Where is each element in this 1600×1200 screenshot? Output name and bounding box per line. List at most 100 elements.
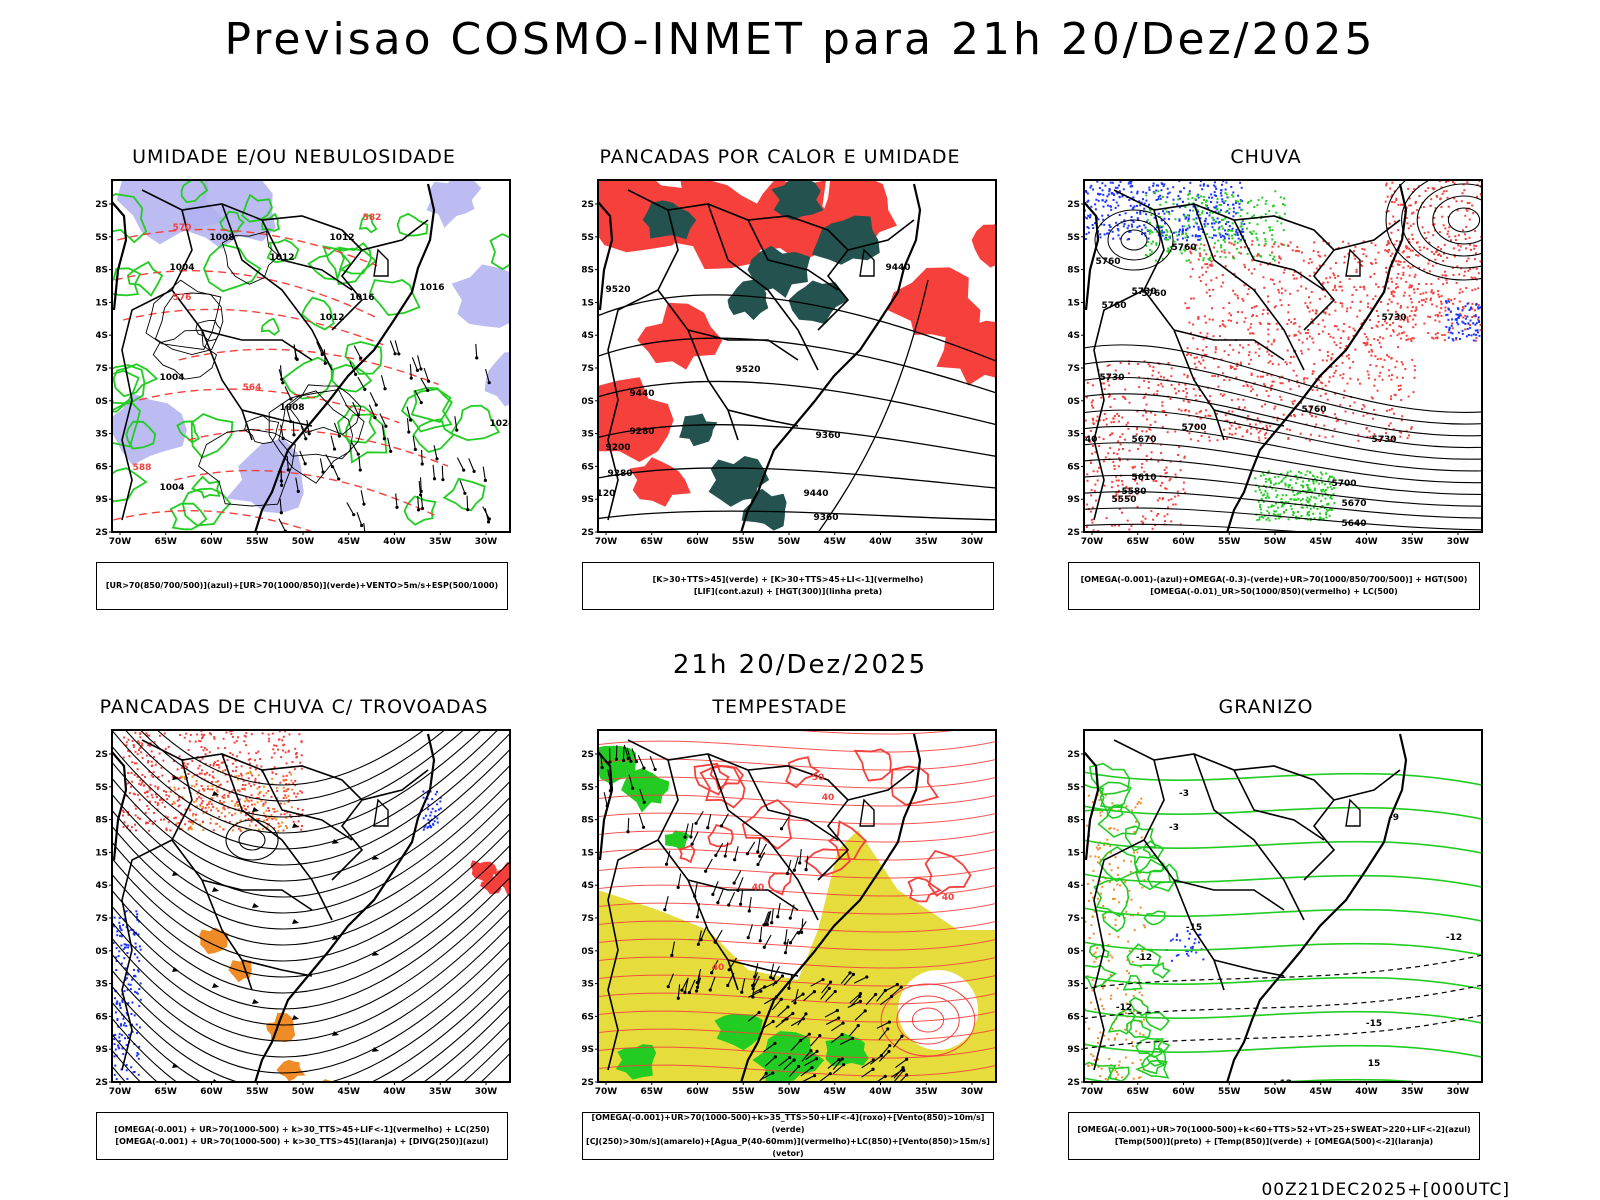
rain-red xyxy=(1351,294,1354,296)
storm-red xyxy=(148,734,151,737)
rain-red xyxy=(1363,248,1366,251)
rain-red xyxy=(1393,291,1396,294)
hgt500-contour xyxy=(1084,523,1312,532)
rain-red xyxy=(1150,457,1153,460)
divergence-blue xyxy=(120,1034,123,1037)
contour-label: 1016 xyxy=(349,293,374,303)
streamline-arrow xyxy=(212,791,219,796)
rain-red xyxy=(1479,260,1482,263)
rain-red xyxy=(1374,261,1377,264)
wind-vector xyxy=(843,974,854,986)
wind-vector xyxy=(747,1012,760,1022)
storm-red xyxy=(198,739,201,742)
wind-vector-head xyxy=(797,1064,801,1069)
omega-blue xyxy=(1197,235,1200,238)
rain-red xyxy=(1368,430,1371,433)
storm-red xyxy=(159,799,161,802)
omega-green xyxy=(1166,230,1169,233)
wind-vector xyxy=(482,506,490,520)
rain-red xyxy=(1361,408,1364,410)
omega-green xyxy=(1324,492,1327,495)
wind-vector-head xyxy=(419,367,423,371)
lat-label: 24S xyxy=(1068,881,1080,891)
hgt500-contour xyxy=(1084,507,1482,531)
rain-red xyxy=(1395,240,1398,242)
rain-red xyxy=(1408,204,1411,207)
omega-blue xyxy=(1085,233,1088,236)
wind-vector-head xyxy=(409,418,413,422)
rain-red xyxy=(1254,351,1257,354)
omega500-orange xyxy=(1125,993,1127,996)
omega500-orange xyxy=(1114,924,1117,927)
storm-red xyxy=(164,815,167,818)
omega500-orange xyxy=(1122,859,1125,862)
storm-orange xyxy=(189,825,192,828)
rain-red xyxy=(1185,387,1187,390)
rain-red xyxy=(1174,503,1177,506)
rain-red xyxy=(1465,260,1468,263)
divergence-blue xyxy=(116,1019,119,1022)
rain-red xyxy=(1308,439,1311,442)
borders xyxy=(121,189,429,521)
rain-red xyxy=(1418,266,1420,269)
wind-vector-head xyxy=(356,413,360,417)
rain-red xyxy=(1119,362,1122,364)
omega-green xyxy=(1201,212,1204,215)
storm-red xyxy=(171,775,174,778)
omega-blue xyxy=(1145,191,1148,194)
omega-green xyxy=(1305,491,1308,494)
rain-red xyxy=(1115,479,1118,482)
divergence-blue xyxy=(433,815,436,818)
wind-vector-head xyxy=(804,1012,808,1016)
rain-red xyxy=(1390,378,1393,381)
storm-red xyxy=(212,770,214,773)
divergence-blue xyxy=(135,1023,138,1026)
omega-green xyxy=(1159,216,1161,218)
omega-green xyxy=(1256,238,1259,241)
storm-red xyxy=(205,748,208,751)
rain-red xyxy=(1328,376,1331,379)
storm-red xyxy=(195,813,197,816)
lat-label: 30S xyxy=(582,947,594,957)
humidity-contour-green xyxy=(358,214,378,234)
rain-red xyxy=(1315,378,1318,380)
omega-green xyxy=(1173,240,1176,243)
hail-blue xyxy=(1190,946,1193,949)
rain-red xyxy=(1283,268,1286,271)
contour-label: 120 xyxy=(597,489,616,499)
temp850-contour xyxy=(1084,783,1108,812)
rain-red xyxy=(1094,483,1097,486)
rain-red xyxy=(1343,255,1346,258)
omega-blue xyxy=(1094,222,1096,225)
rain-red xyxy=(1465,208,1468,211)
omega500-orange xyxy=(1116,1033,1119,1036)
rain-red xyxy=(1386,409,1388,412)
rain-red xyxy=(1140,520,1143,523)
omega-blue xyxy=(1472,322,1475,325)
omega500-orange xyxy=(1099,858,1102,861)
omega-blue xyxy=(1451,338,1454,341)
omega-green xyxy=(1208,236,1211,239)
omega-green xyxy=(1230,234,1233,237)
rain-red xyxy=(1310,261,1313,264)
lon-label: 70W xyxy=(1081,537,1104,547)
omega-blue xyxy=(1184,217,1187,220)
hgt500-contour xyxy=(1084,474,1482,507)
omega-blue xyxy=(1160,189,1163,192)
omega-blue xyxy=(1139,204,1142,207)
storm-red xyxy=(231,735,234,738)
omega-green xyxy=(1185,259,1188,262)
lon-label: 35W xyxy=(1401,537,1424,547)
omega-green xyxy=(1277,475,1280,478)
rain-red xyxy=(1328,242,1331,245)
omega-blue xyxy=(1445,325,1448,328)
wind-vector-head xyxy=(740,990,744,994)
wind-vector xyxy=(325,454,333,467)
rain-red xyxy=(1150,451,1153,454)
omega-green xyxy=(1277,513,1280,516)
temp850-contour xyxy=(1098,846,1139,883)
storm-red xyxy=(152,771,155,774)
contour-label: 5730 xyxy=(1371,435,1396,445)
rain-red xyxy=(1462,307,1465,310)
rain-red xyxy=(1208,318,1211,321)
